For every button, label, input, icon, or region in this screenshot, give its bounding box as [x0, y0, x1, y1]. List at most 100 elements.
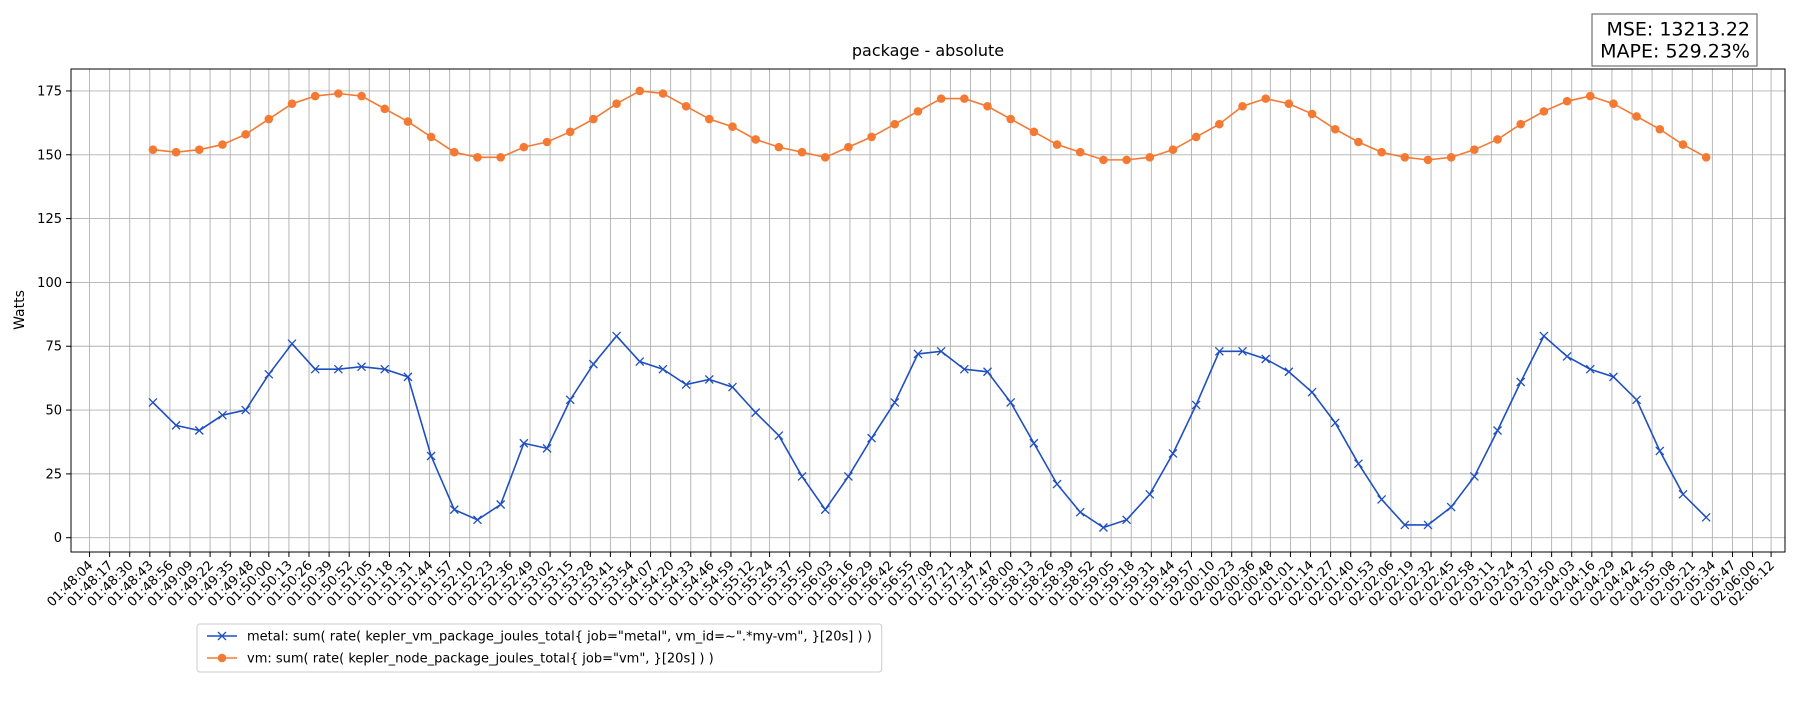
point	[241, 130, 250, 139]
point	[913, 349, 923, 359]
axes-frame	[70, 68, 1786, 553]
y-tick-label: 150	[37, 148, 62, 163]
point	[473, 515, 482, 525]
point	[820, 153, 830, 162]
point	[1423, 155, 1433, 165]
point	[867, 132, 876, 142]
annotation: MSE: 13213.22	[1606, 19, 1750, 41]
point	[1446, 153, 1456, 162]
point	[264, 369, 274, 379]
legend-label: metal: sum( rate( kepler_vm_package_joul…	[247, 630, 872, 645]
point	[1168, 449, 1178, 458]
point	[1145, 489, 1155, 499]
point	[1238, 346, 1247, 356]
point	[1585, 91, 1595, 101]
point	[1238, 101, 1247, 111]
point	[589, 114, 598, 124]
point	[542, 443, 552, 453]
point	[218, 410, 227, 420]
point	[1168, 145, 1178, 154]
point	[797, 471, 807, 481]
point	[357, 91, 366, 101]
point	[1052, 140, 1062, 149]
point	[751, 135, 760, 144]
point	[1423, 520, 1433, 530]
point	[380, 104, 390, 114]
point	[496, 500, 506, 509]
point	[1493, 135, 1502, 144]
point	[473, 153, 482, 162]
point	[1377, 494, 1387, 504]
point	[148, 397, 158, 407]
legend-marker	[217, 631, 227, 641]
y-tick-label: 125	[37, 212, 62, 227]
point	[1701, 153, 1711, 162]
y-tick-label: 175	[37, 84, 62, 99]
point	[1400, 520, 1410, 530]
point	[1353, 459, 1363, 469]
point	[1470, 145, 1479, 154]
point	[1354, 137, 1363, 147]
point	[774, 431, 784, 441]
point	[542, 137, 552, 147]
point	[890, 119, 900, 129]
point	[1099, 155, 1108, 165]
point	[681, 380, 691, 389]
point	[403, 372, 413, 382]
point	[1075, 507, 1085, 517]
point	[843, 471, 853, 481]
point	[449, 147, 459, 157]
point	[960, 94, 969, 103]
point	[1075, 147, 1085, 157]
point	[751, 408, 761, 418]
legend: metal: sum( rate( kepler_vm_package_joul…	[196, 623, 883, 673]
y-tick-label: 75	[45, 340, 62, 355]
point	[1678, 140, 1688, 149]
point	[426, 451, 436, 461]
point	[983, 367, 992, 377]
point	[1377, 147, 1386, 157]
point	[1307, 387, 1317, 397]
point	[983, 101, 992, 111]
point	[357, 362, 367, 372]
point	[1678, 489, 1688, 499]
point	[241, 405, 251, 415]
y-tick-label: 0	[54, 531, 62, 546]
point	[310, 364, 320, 374]
point	[704, 374, 714, 384]
point	[264, 114, 274, 124]
point	[705, 114, 714, 124]
point	[1469, 471, 1479, 481]
point	[1701, 512, 1711, 522]
point	[1145, 153, 1155, 162]
metrics-box-frame	[1591, 13, 1758, 67]
point	[403, 117, 413, 126]
point	[1029, 127, 1039, 137]
point	[1122, 515, 1132, 525]
point	[565, 395, 575, 405]
point	[449, 505, 459, 515]
point	[287, 339, 297, 349]
point	[635, 357, 645, 367]
point	[1214, 346, 1224, 356]
point	[612, 99, 621, 109]
point	[287, 99, 297, 109]
point	[913, 107, 923, 116]
point	[658, 364, 668, 374]
point	[1539, 331, 1549, 341]
y-axis-label: Watts	[12, 290, 28, 330]
point	[1330, 124, 1340, 134]
point	[1284, 367, 1294, 377]
point	[496, 153, 505, 162]
point	[333, 364, 343, 374]
point	[519, 438, 529, 448]
point	[1493, 426, 1502, 435]
point	[1608, 372, 1618, 382]
point	[171, 147, 181, 157]
point	[1562, 351, 1572, 361]
point	[148, 145, 158, 154]
point	[1006, 397, 1016, 407]
point	[1052, 479, 1062, 489]
point	[1261, 94, 1270, 103]
